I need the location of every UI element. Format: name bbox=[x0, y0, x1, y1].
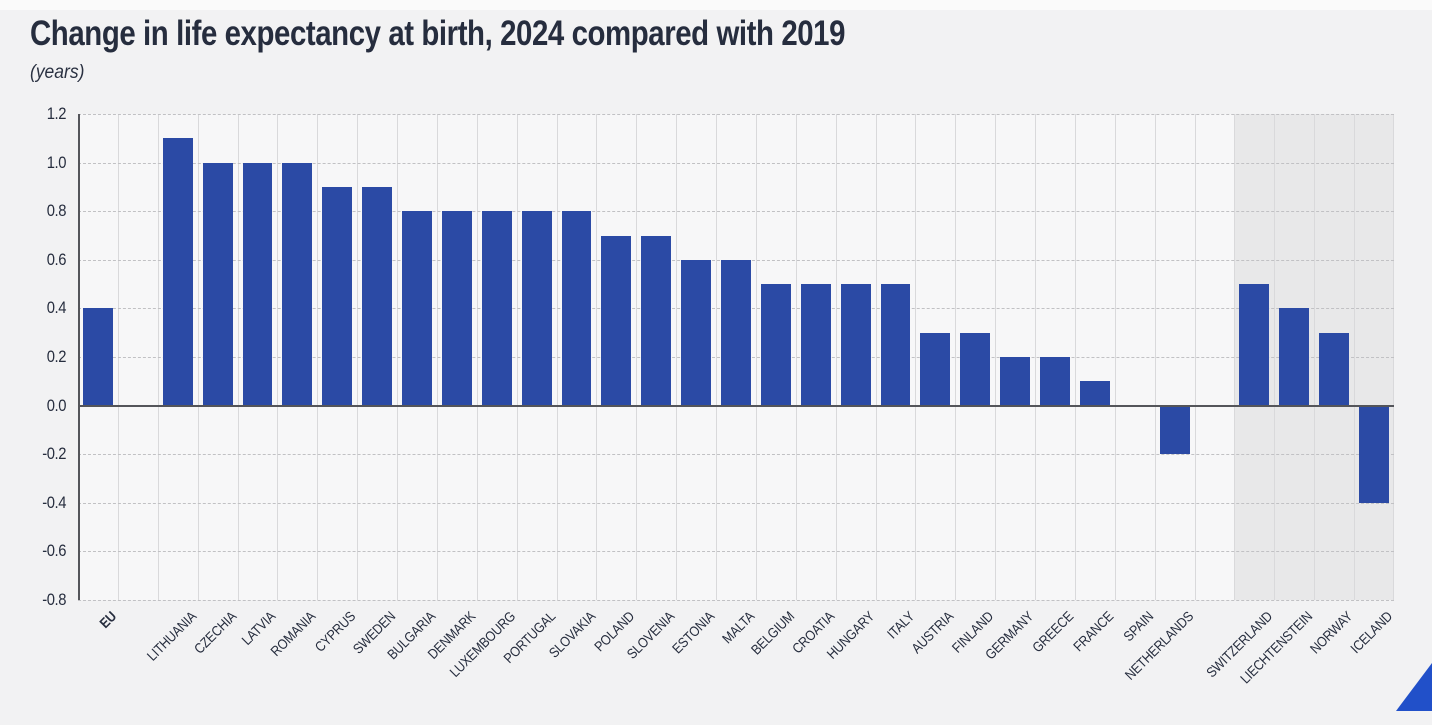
bar-poland[interactable] bbox=[601, 235, 632, 406]
bar-slovakia[interactable] bbox=[561, 211, 592, 406]
y-axis-tick-label: 0.0 bbox=[46, 395, 67, 415]
eurostat-corner-accent-icon bbox=[1396, 663, 1432, 711]
bar-iceland[interactable] bbox=[1359, 405, 1389, 503]
bar-france[interactable] bbox=[1079, 381, 1110, 406]
bar-italy[interactable] bbox=[880, 284, 911, 406]
bar-latvia[interactable] bbox=[242, 162, 273, 406]
bar-lithuania[interactable] bbox=[162, 138, 193, 406]
bar-bulgaria[interactable] bbox=[402, 211, 432, 406]
bar-switzerland[interactable] bbox=[1239, 284, 1270, 406]
bar-eu[interactable] bbox=[82, 308, 113, 406]
bar-luxembourg[interactable] bbox=[481, 211, 512, 406]
bar-portugal[interactable] bbox=[521, 211, 552, 406]
gridline-horizontal bbox=[78, 162, 1394, 164]
bar-belgium[interactable] bbox=[760, 284, 791, 406]
plot-area: EU LITHUANIA CZECHIA LATVIA ROMANIA CYPRUS SWE… bbox=[78, 114, 1395, 686]
y-axis-tick-label: -0.8 bbox=[42, 590, 66, 609]
bar-austria[interactable] bbox=[920, 332, 951, 406]
gridline-horizontal bbox=[78, 211, 1394, 213]
bar-norway[interactable] bbox=[1319, 332, 1350, 406]
gridline-horizontal bbox=[78, 551, 1394, 553]
bar-malta[interactable] bbox=[721, 259, 751, 406]
zero-line bbox=[78, 404, 1394, 407]
bar-liechtenstein[interactable] bbox=[1279, 308, 1310, 406]
bar-germany[interactable] bbox=[1000, 357, 1031, 406]
y-axis-tick-label: 0.8 bbox=[46, 201, 67, 221]
bar-denmark[interactable] bbox=[441, 211, 472, 406]
chart-subtitle: (years) bbox=[30, 62, 85, 83]
y-axis-tick-label: -0.4 bbox=[42, 492, 66, 512]
y-axis-tick-label: 0.6 bbox=[46, 249, 67, 269]
bar-slovenia[interactable] bbox=[641, 235, 672, 406]
bar-cyprus[interactable] bbox=[322, 186, 353, 406]
y-axis-tick-label: -0.6 bbox=[42, 541, 66, 561]
bar-estonia[interactable] bbox=[681, 259, 712, 406]
page-top-strip bbox=[0, 0, 1432, 10]
y-axis-tick-label: 1.0 bbox=[46, 152, 67, 172]
y-axis-tick-label: -0.2 bbox=[42, 444, 66, 464]
y-axis-tick-label: 1.2 bbox=[46, 104, 67, 123]
bar-croatia[interactable] bbox=[800, 284, 831, 406]
bar-greece[interactable] bbox=[1040, 357, 1070, 406]
y-axis-tick-label: 0.2 bbox=[46, 347, 67, 366]
chart-title: Change in life expectancy at birth, 2024… bbox=[30, 14, 846, 53]
y-axis-tick-label: 0.4 bbox=[46, 298, 67, 318]
y-axis-line bbox=[78, 114, 80, 600]
bar-finland[interactable] bbox=[960, 332, 991, 406]
gridline-horizontal bbox=[78, 114, 1394, 115]
gridline-horizontal bbox=[78, 502, 1394, 504]
bar-romania[interactable] bbox=[282, 162, 313, 406]
bar-netherlands[interactable] bbox=[1159, 405, 1190, 455]
bar-hungary[interactable] bbox=[840, 284, 871, 406]
bar-czechia[interactable] bbox=[202, 162, 233, 406]
gridline-horizontal bbox=[78, 600, 1394, 601]
gridline-horizontal bbox=[78, 454, 1394, 456]
bar-sweden[interactable] bbox=[362, 186, 393, 406]
y-axis: 1.2 1.0 0.8 0.6 0.4 0.2 0.0 -0.2 -0.4 -0.6 -0.8 bbox=[0, 104, 67, 609]
